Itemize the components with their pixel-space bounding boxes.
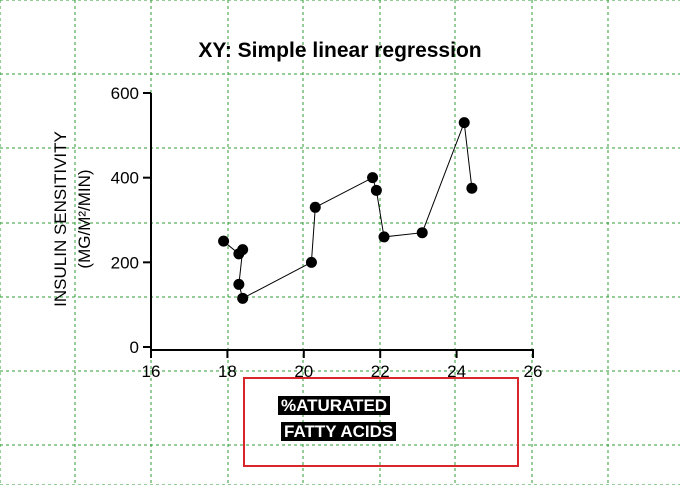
data-point xyxy=(309,201,321,213)
connecting-line xyxy=(223,122,473,300)
data-point xyxy=(237,244,249,256)
x-axis-label: %ATURATED FATTY ACIDS xyxy=(278,393,418,445)
y-tick-label: 600 xyxy=(111,84,139,103)
y-tick-label: 200 xyxy=(111,253,139,272)
data-series xyxy=(218,117,478,304)
x-tick-label: 24 xyxy=(447,362,466,381)
axes: 0 200 400 600 16 18 20 22 24 26 xyxy=(111,84,543,381)
chart-title: XY: Simple linear regression xyxy=(198,39,481,62)
x-tick-label: 22 xyxy=(371,362,390,381)
data-point xyxy=(237,292,249,304)
x-axis-label-line2: FATTY ACIDS xyxy=(281,422,397,441)
data-point xyxy=(305,256,317,268)
x-tick-label: 26 xyxy=(524,362,543,381)
x-axis-label-line1: %ATURATED xyxy=(278,396,391,415)
y-axis-label-line1: INSULIN SENSITIVITY xyxy=(51,131,70,307)
x-axis-label-highlight-box xyxy=(243,377,519,467)
data-point xyxy=(367,172,379,184)
y-axis-label: INSULIN SENSITIVITY (MG/M²/MIN) xyxy=(51,131,94,307)
data-point xyxy=(466,182,478,194)
y-tick-label: 0 xyxy=(130,338,139,357)
x-tick-label: 16 xyxy=(142,362,161,381)
x-tick-label: 20 xyxy=(294,362,313,381)
y-axis-label-line2: (MG/M²/MIN) xyxy=(75,169,94,268)
data-point xyxy=(370,184,382,196)
data-point xyxy=(416,227,428,239)
data-point xyxy=(233,278,245,290)
data-point xyxy=(218,235,230,247)
x-tick-label: 18 xyxy=(218,362,237,381)
data-point xyxy=(378,231,390,243)
y-tick-label: 400 xyxy=(111,169,139,188)
data-point xyxy=(458,117,470,129)
